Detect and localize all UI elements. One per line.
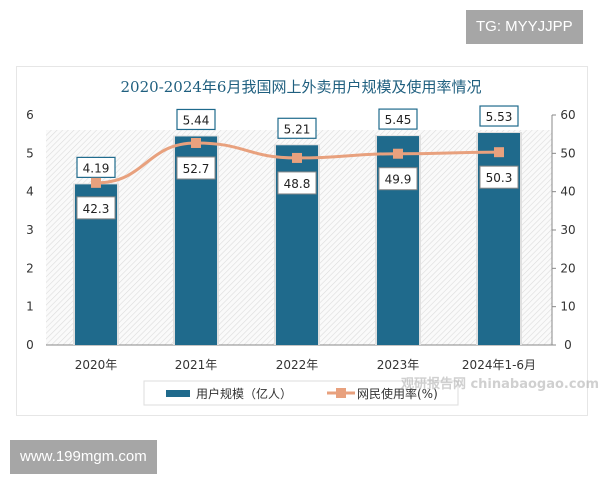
bar-value-label: 5.45 bbox=[385, 113, 412, 127]
category-label: 2021年 bbox=[175, 358, 218, 372]
left-tick-label: 3 bbox=[26, 223, 34, 237]
left-tick-label: 5 bbox=[26, 146, 34, 160]
legend-bar-label: 用户规模（亿人） bbox=[196, 386, 292, 401]
line-value-label: 50.3 bbox=[486, 171, 513, 185]
right-tick-label: 0 bbox=[564, 338, 572, 352]
line-marker bbox=[393, 148, 403, 159]
line-value-label: 42.3 bbox=[83, 202, 110, 216]
bar-value-box bbox=[479, 105, 519, 127]
line-marker bbox=[292, 152, 302, 163]
bar-value-label: 5.21 bbox=[284, 122, 311, 136]
line-value-label: 49.9 bbox=[385, 173, 412, 187]
right-tick-label: 40 bbox=[560, 185, 575, 199]
line-value-box bbox=[176, 156, 216, 180]
bar-value-label: 4.19 bbox=[83, 161, 110, 175]
tg-watermark-label: TG: MYYJJPP bbox=[466, 10, 583, 44]
category-label: 2023年 bbox=[377, 358, 420, 372]
right-tick-label: 30 bbox=[560, 223, 575, 237]
right-tick-label: 50 bbox=[560, 146, 575, 160]
line-value-box bbox=[76, 196, 116, 220]
category-label: 2024年1-6月 bbox=[462, 358, 536, 372]
bar bbox=[478, 133, 520, 345]
bar-value-box bbox=[76, 156, 116, 178]
line-value-label: 48.8 bbox=[284, 177, 311, 191]
category-label: 2022年 bbox=[276, 358, 319, 372]
right-tick-label: 20 bbox=[560, 261, 575, 275]
bar-value-box bbox=[378, 108, 418, 130]
legend-box bbox=[143, 380, 459, 406]
left-tick-label: 2 bbox=[26, 261, 34, 275]
line-marker bbox=[191, 137, 201, 148]
bar-value-label: 5.53 bbox=[486, 110, 513, 124]
legend-line-label: 网民使用率(%) bbox=[357, 386, 438, 401]
chart-title: 2020-2024年6月我国网上外卖用户规模及使用率情况 bbox=[121, 78, 482, 96]
bar-value-box bbox=[277, 117, 317, 139]
line-value-label: 52.7 bbox=[183, 162, 210, 176]
line-value-box bbox=[277, 171, 317, 195]
bar-value-box bbox=[176, 108, 216, 131]
line-marker bbox=[494, 147, 504, 158]
chart-frame bbox=[16, 66, 588, 416]
category-label: 2020年 bbox=[75, 358, 118, 372]
line-marker bbox=[91, 177, 101, 188]
legend-bar-swatch bbox=[166, 390, 190, 397]
bar-value-label: 5.44 bbox=[183, 113, 210, 127]
left-tick-label: 1 bbox=[26, 300, 34, 314]
line-value-box bbox=[479, 165, 519, 189]
legend-line-marker bbox=[336, 388, 346, 398]
right-tick-label: 10 bbox=[560, 300, 575, 314]
line-value-box bbox=[378, 167, 418, 191]
left-tick-label: 6 bbox=[26, 108, 34, 122]
site-watermark-label: www.199mgm.com bbox=[10, 440, 157, 474]
left-tick-label: 4 bbox=[26, 185, 34, 199]
right-tick-label: 60 bbox=[560, 108, 575, 122]
left-tick-label: 0 bbox=[26, 338, 34, 352]
chinabaogao-watermark-logo: 观研报告网 chinabaogao.com bbox=[401, 376, 599, 392]
